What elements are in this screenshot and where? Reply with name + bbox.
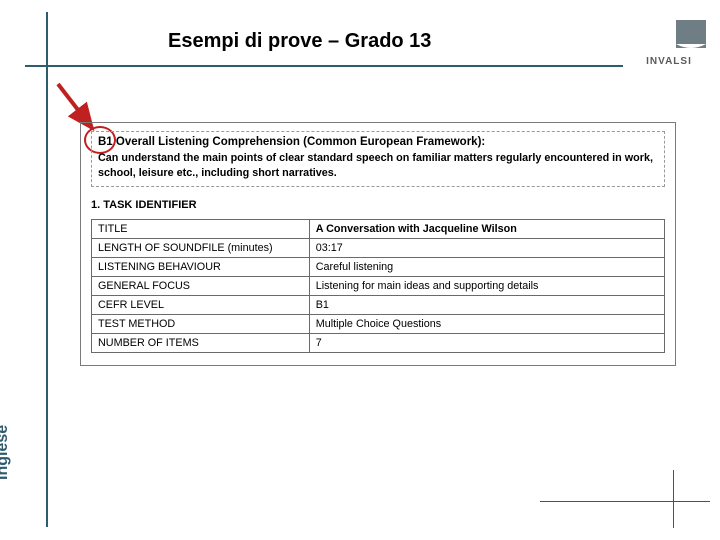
table-row: NUMBER OF ITEMS7 [92, 334, 665, 353]
table-cell-key: LISTENING BEHAVIOUR [92, 258, 310, 277]
slide-title: Esempi di prove – Grado 13 [168, 30, 431, 53]
section-label: 1. TASK IDENTIFIER [91, 199, 665, 211]
descriptor-body: Can understand the main points of clear … [98, 151, 658, 180]
descriptor-heading: B1 Overall Listening Comprehension (Comm… [98, 136, 658, 148]
table-cell-key: TITLE [92, 220, 310, 239]
table-cell-value: Careful listening [309, 258, 664, 277]
table-cell-value: A Conversation with Jacqueline Wilson [309, 220, 664, 239]
table-row: TEST METHODMultiple Choice Questions [92, 315, 665, 334]
table-cell-key: LENGTH OF SOUNDFILE (minutes) [92, 239, 310, 258]
table-cell-value: Listening for main ideas and supporting … [309, 277, 664, 296]
logo-mark-icon [628, 18, 710, 54]
table-row: LENGTH OF SOUNDFILE (minutes)03:17 [92, 239, 665, 258]
table-cell-key: GENERAL FOCUS [92, 277, 310, 296]
cefr-descriptor-box: B1 Overall Listening Comprehension (Comm… [91, 131, 665, 187]
frame-vertical-left [46, 12, 48, 527]
frame-vertical-bottom [673, 470, 675, 528]
table-cell-value: B1 [309, 296, 664, 315]
sidebar-subject-label: Inglese [0, 425, 12, 480]
task-identifier-table: TITLEA Conversation with Jacqueline Wils… [91, 219, 665, 353]
document-panel: B1 Overall Listening Comprehension (Comm… [80, 122, 676, 366]
frame-horizontal-top [25, 65, 623, 67]
frame-horizontal-bottom [540, 501, 710, 503]
table-cell-value: Multiple Choice Questions [309, 315, 664, 334]
table-row: LISTENING BEHAVIOURCareful listening [92, 258, 665, 277]
table-row: CEFR LEVELB1 [92, 296, 665, 315]
table-cell-value: 7 [309, 334, 664, 353]
logo-text: INVALSI [628, 56, 710, 67]
invalsi-logo: INVALSI [628, 18, 710, 67]
table-cell-key: TEST METHOD [92, 315, 310, 334]
table-row: GENERAL FOCUSListening for main ideas an… [92, 277, 665, 296]
table-cell-value: 03:17 [309, 239, 664, 258]
table-row: TITLEA Conversation with Jacqueline Wils… [92, 220, 665, 239]
table-cell-key: NUMBER OF ITEMS [92, 334, 310, 353]
table-cell-key: CEFR LEVEL [92, 296, 310, 315]
